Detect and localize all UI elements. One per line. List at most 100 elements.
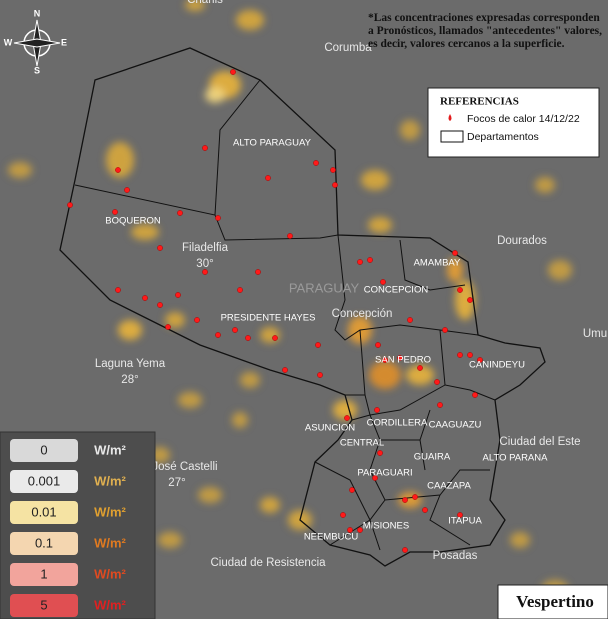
legend: 0 W/m² 0.001 W/m² 0.01 W/m² 0.1 W/m² 1 W/m² 5 W/m² [0, 431, 156, 619]
heat-blob [447, 258, 463, 282]
department-label: AMAMBAY [414, 258, 461, 269]
legend-unit: W/m² [94, 535, 126, 550]
hotspot [375, 342, 381, 348]
heat-blob [535, 177, 555, 193]
hotspot [157, 302, 163, 308]
legend-swatch [10, 501, 78, 524]
hotspot [402, 547, 408, 553]
hotspot [377, 450, 383, 456]
department-label: ALTO PARANA [483, 453, 549, 464]
department-label: ALTO PARAGUAY [233, 138, 312, 149]
hotspot [245, 335, 251, 341]
hotspot [402, 497, 408, 503]
reference-item: Departamentos [467, 131, 539, 143]
hotspot [315, 342, 321, 348]
heat-blob [400, 120, 420, 140]
references-title: REFERENCIAS [440, 96, 519, 108]
fire-hotspots [67, 69, 483, 553]
department-label: CORDILLERA [367, 418, 428, 429]
hotspot [452, 250, 458, 256]
hotspot [374, 407, 380, 413]
hotspot [372, 475, 378, 481]
heat-blob [406, 365, 434, 385]
legend-swatch [10, 470, 78, 493]
heat-blob [178, 392, 202, 408]
heat-blob [232, 412, 248, 428]
hotspot [382, 357, 388, 363]
department-borders [74, 79, 496, 551]
hotspot [115, 167, 121, 173]
heat-blob [198, 487, 222, 503]
department-label: PARAGUARI [357, 468, 412, 479]
place-temp: 28° [121, 374, 138, 386]
hotspot [357, 259, 363, 265]
hotspot [282, 367, 288, 373]
heat-blob [106, 142, 134, 178]
legend-level: 0 [40, 442, 47, 457]
hotspot [177, 210, 183, 216]
department-label: PRESIDENTE HAYES [221, 313, 316, 324]
hotspot [367, 257, 373, 263]
hotspot [357, 527, 363, 533]
hotspot [232, 327, 238, 333]
hotspot [157, 245, 163, 251]
legend-swatch [10, 532, 78, 555]
place-label: Concepción [332, 308, 393, 320]
hotspot [202, 145, 208, 151]
heat-blob [368, 217, 392, 233]
hotspot [349, 487, 355, 493]
heat-blob [548, 260, 572, 280]
hotspot [407, 317, 413, 323]
legend-level: 5 [40, 597, 47, 612]
note: *Las concentraciones expresadas correspo… [368, 12, 603, 50]
heat-blob [8, 162, 32, 178]
department-label: BOQUERON [105, 216, 161, 227]
labels: Charlis Corumba Filadelfia 30° PARAGUAY Conce… [95, 0, 607, 569]
legend-level: 0.1 [35, 535, 53, 550]
hotspot [175, 292, 181, 298]
hotspot [67, 202, 73, 208]
hotspot [330, 167, 336, 173]
compass-e: E [61, 37, 67, 47]
compass-w: W [4, 37, 13, 47]
hotspot-symbol [448, 114, 452, 121]
legend-swatch [10, 439, 78, 462]
heat-blob [361, 170, 389, 190]
hotspot [115, 287, 121, 293]
hotspot [422, 507, 428, 513]
place-label: Dourados [497, 235, 547, 247]
hotspot [347, 527, 353, 533]
place-label: Corumba [324, 42, 372, 54]
hotspot [332, 182, 338, 188]
hotspot [442, 327, 448, 333]
hotspot [215, 215, 221, 221]
department-label: CAAZAPA [427, 481, 471, 492]
legend-unit: W/m² [94, 566, 126, 581]
legend-unit: W/m² [94, 442, 126, 457]
hotspot [457, 287, 463, 293]
department-label: SAN PEDRO [375, 355, 431, 366]
department-label: NEEMBUCU [304, 532, 359, 543]
hotspot [380, 279, 386, 285]
department-label: ASUNCION [305, 423, 355, 434]
legend-unit: W/m² [94, 597, 126, 612]
hotspot [287, 233, 293, 239]
legend-swatch [10, 563, 78, 586]
department-label: GUAIRA [414, 452, 451, 463]
place-label: Charlis [187, 0, 223, 6]
department-label: CONCEPCION [364, 285, 429, 296]
heat-blob [165, 312, 185, 328]
hotspot [437, 402, 443, 408]
hotspot [344, 415, 350, 421]
place-label: Ciudad de Resistencia [210, 557, 326, 569]
department-label: CENTRAL [340, 438, 384, 449]
hotspot [412, 494, 418, 500]
hotspot [467, 352, 473, 358]
hotspot [230, 69, 236, 75]
hotspot [237, 287, 243, 293]
period: Vespertino [516, 592, 594, 611]
legend-level: 1 [40, 566, 47, 581]
department-label: CAAGUAZU [429, 420, 482, 431]
